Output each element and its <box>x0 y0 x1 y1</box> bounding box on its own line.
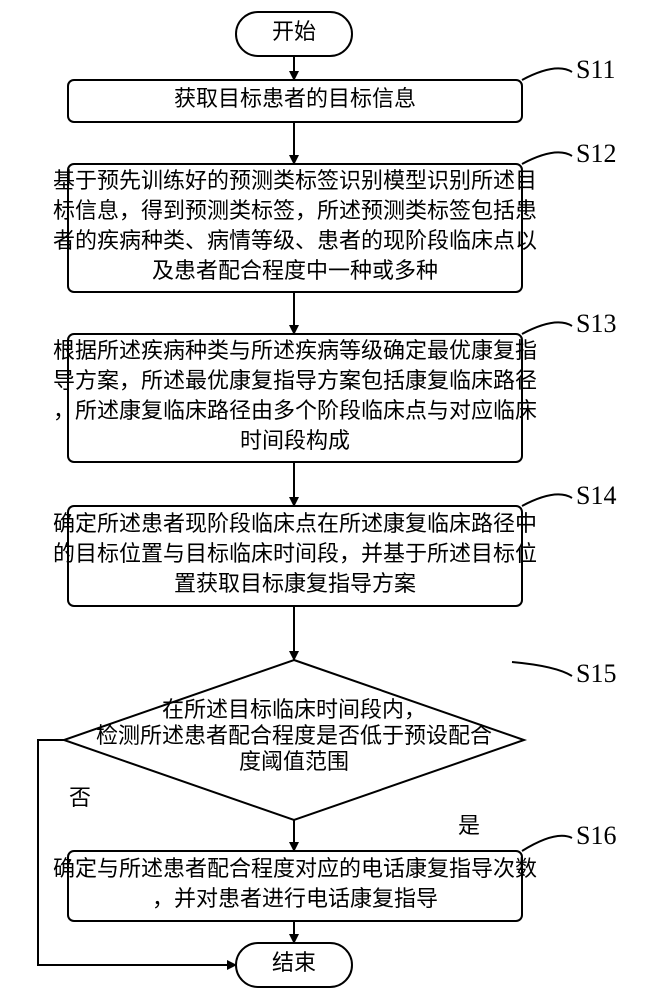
step-s14-line-1: 的目标位置与目标临床时间段，并基于所述目标位 <box>53 541 537 566</box>
decision-s15-line-2: 度阈值范围 <box>239 749 349 774</box>
step-s13-line-2: ，所述康复临床路径由多个阶段临床点与对应临床 <box>53 398 537 423</box>
step-s12-line-2: 者的疾病种类、病情等级、患者的现阶段临床点以 <box>53 228 537 253</box>
step-s11-line-0: 获取目标患者的目标信息 <box>174 86 416 111</box>
step-s13-line-1: 导方案，所述最优康复指导方案包括康复临床路径 <box>53 368 537 393</box>
label-s15: S15 <box>576 659 616 688</box>
terminator-end-text: 结束 <box>272 950 316 975</box>
label-s11: S11 <box>576 55 616 84</box>
step-s12-line-1: 标信息，得到预测类标签，所述预测类标签包括患 <box>53 198 537 223</box>
step-s16-line-1: ，并对患者进行电话康复指导 <box>152 886 438 911</box>
step-s14-line-2: 置获取目标康复指导方案 <box>174 571 416 596</box>
step-s16-line-0: 确定与所述患者配合程度对应的电话康复指导次数 <box>53 856 537 881</box>
label-s16: S16 <box>576 821 616 850</box>
step-s14-line-0: 确定所述患者现阶段临床点在所述康复临床路径中 <box>53 511 537 536</box>
label-s14: S14 <box>576 481 616 510</box>
decision-s15-line-1: 检测所述患者配合程度是否低于预设配合 <box>96 723 492 748</box>
step-s12-line-0: 基于预先训练好的预测类标签识别模型识别所述目 <box>53 168 537 193</box>
step-s12-line-3: 及患者配合程度中一种或多种 <box>152 258 438 283</box>
terminator-start-text: 开始 <box>272 19 316 44</box>
label-s13: S13 <box>576 309 616 338</box>
label-s12: S12 <box>576 139 616 168</box>
branch-yes-label: 是 <box>458 813 480 838</box>
branch-no-label: 否 <box>69 785 91 810</box>
decision-s15-line-0: 在所述目标临床时间段内， <box>162 697 426 722</box>
step-s13-line-3: 时间段构成 <box>240 428 350 453</box>
step-s13-line-0: 根据所述疾病种类与所述疾病等级确定最优康复指 <box>53 338 537 363</box>
